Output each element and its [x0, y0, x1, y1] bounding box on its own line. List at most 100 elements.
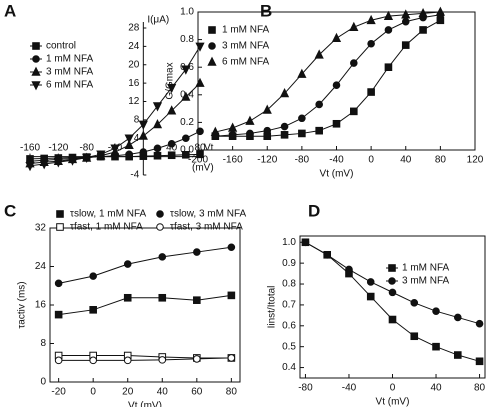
- x-tick-label: -160: [223, 155, 243, 166]
- data-point: [54, 279, 63, 288]
- y-tick-label: 0.4: [180, 89, 194, 100]
- legend-marker: [208, 26, 216, 34]
- data-point: [332, 119, 341, 128]
- data-point: [350, 107, 358, 116]
- y-axis-title: τactiv (ms): [17, 281, 28, 328]
- data-point: [195, 77, 205, 87]
- y-tick-label: 0.6: [282, 320, 296, 331]
- y-tick-label: 8: [40, 338, 46, 349]
- data-point: [227, 243, 236, 252]
- x-tick-label: 80: [435, 155, 447, 166]
- data-point: [152, 119, 163, 129]
- data-point: [210, 126, 220, 136]
- data-point: [418, 7, 428, 18]
- data-point: [53, 158, 63, 168]
- data-point: [432, 342, 440, 351]
- legend-marker: [32, 42, 40, 50]
- y-tick-label: 4: [134, 133, 140, 144]
- legend-label: 1 mM NFA: [46, 54, 94, 65]
- data-point: [297, 68, 307, 78]
- series-line: [58, 355, 232, 359]
- legend-marker: [56, 210, 64, 218]
- data-point: [228, 122, 238, 132]
- y-tick-label: 12: [128, 96, 140, 107]
- data-point: [182, 150, 190, 159]
- y-tick-label: 16: [35, 300, 47, 311]
- legend-label: 6 mM NFA: [222, 57, 270, 68]
- data-point: [349, 21, 359, 31]
- data-point: [89, 272, 97, 280]
- data-point: [279, 88, 290, 98]
- x-tick-label: -120: [257, 155, 277, 166]
- x-tick-label: -160: [20, 142, 40, 153]
- data-point: [401, 41, 410, 49]
- data-point: [67, 156, 78, 166]
- x-tick-label: -40: [342, 383, 357, 394]
- legend-label: τfast, 3 mM NFA: [170, 222, 243, 233]
- x-tick-label: -120: [48, 142, 68, 153]
- data-point: [314, 49, 324, 59]
- data-point: [181, 65, 191, 75]
- y-tick-label: 0: [40, 377, 46, 388]
- x-axis-title: Vt (mV): [320, 169, 354, 180]
- data-point: [158, 253, 167, 261]
- data-point: [280, 122, 289, 131]
- y-tick-label: 24: [35, 261, 47, 272]
- data-point: [350, 59, 358, 67]
- panel-letter: A: [4, 1, 16, 20]
- data-point: [138, 120, 148, 130]
- y-tick-label: 0.8: [180, 34, 194, 45]
- data-point: [298, 114, 306, 123]
- data-point: [246, 129, 254, 138]
- series-line: [58, 246, 232, 284]
- data-point: [453, 351, 462, 359]
- legend-label: 3 mM NFA: [222, 41, 270, 52]
- x-axis-unit: (mV): [192, 162, 214, 173]
- x-tick-label: 60: [191, 387, 203, 398]
- y-tick-label: 1.0: [282, 237, 296, 248]
- data-point: [298, 129, 306, 138]
- data-point: [181, 91, 191, 101]
- data-point: [419, 26, 427, 34]
- legend-marker: [31, 66, 41, 76]
- data-point: [280, 131, 289, 139]
- data-point: [301, 238, 310, 247]
- y-tick-label: 32: [35, 223, 47, 234]
- x-tick-label: -80: [295, 155, 310, 166]
- y-tick-label: -4: [130, 170, 139, 181]
- data-point: [367, 39, 375, 48]
- x-tick-label: 80: [474, 383, 486, 394]
- data-point: [453, 313, 462, 322]
- data-point: [54, 310, 63, 319]
- legend-label: τfast, 1 mM NFA: [70, 222, 143, 233]
- x-tick-label: 0: [390, 383, 396, 394]
- data-point: [124, 134, 134, 144]
- data-point: [475, 357, 484, 366]
- y-tick-label: 24: [128, 41, 140, 52]
- data-point: [110, 144, 120, 154]
- data-point: [193, 296, 201, 304]
- x-tick-label: -20: [51, 387, 66, 398]
- legend-label: 3 mM NFA: [402, 276, 450, 287]
- x-axis-title: Vt (mV): [128, 401, 162, 407]
- series-line: [215, 11, 441, 133]
- x-tick-label: 40: [166, 142, 178, 153]
- x-tick-label: 0: [368, 155, 374, 166]
- x-tick-label: 0: [90, 387, 96, 398]
- data-point: [345, 265, 353, 274]
- x-tick-label: 40: [400, 155, 412, 166]
- y-tick-label: 0.6: [180, 62, 194, 73]
- data-point: [366, 14, 376, 25]
- x-tick-label: 80: [194, 142, 206, 153]
- legend-marker: [31, 81, 41, 91]
- data-point: [89, 306, 97, 314]
- legend-label: τslow, 1 mM NFA: [70, 209, 147, 220]
- data-point: [315, 100, 323, 109]
- x-tick-label: 120: [467, 155, 484, 166]
- x-tick-label: -80: [79, 142, 94, 153]
- legend-label: 1 mM NFA: [402, 263, 450, 274]
- y-axis-title: I(μA): [147, 15, 169, 26]
- x-tick-label: -200: [188, 155, 208, 166]
- legend-marker: [208, 42, 216, 50]
- data-point: [167, 105, 177, 115]
